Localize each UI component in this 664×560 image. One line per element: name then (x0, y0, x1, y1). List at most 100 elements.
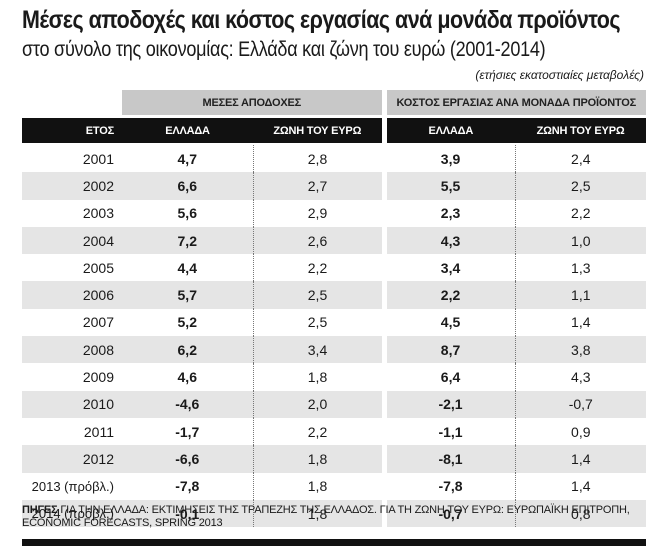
table-row: 2008 6,2 3,4 8,7 3,8 (22, 336, 647, 364)
year-cell: 2001 (22, 142, 122, 173)
wages-eurozone-cell: 1,8 (252, 499, 387, 528)
page-title: Μέσες αποδοχές και κόστος εργασίας ανά μ… (22, 6, 621, 34)
ulc-greece-cell: 8,7 (384, 336, 516, 364)
ulc-greece-cell: 2,2 (384, 281, 516, 309)
ulc-greece-cell: -8,1 (384, 445, 516, 473)
sources-text: ΓΙΑ ΤΗΝ ΕΛΛΑΔΑ: ΕΚΤΙΜΗΣΕΙΣ ΤΗΣ ΤΡΑΠΕΖΗΣ … (22, 504, 630, 529)
wages-greece-cell: -1,7 (175, 423, 200, 440)
ulc-greece-cell: -2,1 (384, 390, 516, 418)
table-row: 2004 7,2 2,6 4,3 1,0 (22, 226, 647, 255)
wages-eurozone-cell: 2,7 (252, 172, 387, 200)
column-header-wages-greece: ΕΛΛΑΔΑ (122, 115, 253, 144)
ulc-eurozone-cell: 4,3 (514, 363, 647, 391)
wages-eurozone-cell: 3,4 (252, 336, 387, 364)
ulc-greece-cell: 4,5 (440, 314, 461, 331)
year-cell: 2014 (πρόβλ.) (22, 499, 122, 528)
ulc-greece-cell: 3,4 (440, 259, 461, 276)
wages-eurozone-cell: 2,8 (252, 142, 387, 173)
ulc-greece-cell: 3,9 (384, 142, 516, 173)
ulc-eurozone-cell: 1,1 (514, 281, 647, 309)
sources-label: ΠΗΓΕΣ (22, 504, 58, 516)
ulc-greece-cell: 5,5 (384, 172, 516, 200)
wages-eurozone-cell: 2,6 (252, 226, 387, 255)
wages-eurozone-cell: 1,8 (252, 363, 387, 391)
table-row: 2002 6,6 2,7 5,5 2,5 (22, 172, 647, 200)
wages-eurozone-cell: 2,5 (252, 281, 387, 309)
table-body: 2001 4,7 2,8 3,9 2,4 2002 6,6 2,7 5,5 2,5 2003 5,… (22, 142, 647, 528)
wages-greece-cell: 7,2 (122, 226, 253, 255)
wages-greece-cell: 6,6 (122, 172, 253, 200)
year-cell: 2005 (82, 259, 114, 276)
wages-greece-cell: 4,7 (122, 142, 253, 173)
group-header-ulc: ΚΟΣΤΟΣ ΕΡΓΑΣΙΑΣ ΑΝΑ ΜΟΝΑΔΑ ΠΡΟΪΟΝΤΟΣ (384, 90, 647, 117)
table-row: 2007 5,2 2,5 4,5 1,4 (22, 308, 647, 337)
wages-eurozone-cell: 2,9 (252, 199, 387, 227)
ulc-eurozone-cell: 0,8 (514, 499, 647, 528)
units-note: (ετήσιες εκατοστιαίες μεταβολές) (475, 68, 644, 82)
wages-greece-cell: 5,7 (122, 281, 253, 309)
ulc-greece-cell: -1,1 (438, 423, 463, 440)
wages-greece-cell: 6,2 (122, 336, 253, 364)
table-row: 2011 -1,7 2,2 -1,1 0,9 (22, 417, 647, 446)
ulc-eurozone-cell: 1,4 (514, 308, 647, 337)
table-row: 2013 (πρόβλ.) -7,8 1,8 -7,8 1,4 (22, 472, 647, 500)
sources-note: ΠΗΓΕΣ ΓΙΑ ΤΗΝ ΕΛΛΑΔΑ: ΕΚΤΙΜΗΣΕΙΣ ΤΗΣ ΤΡΑ… (22, 504, 642, 530)
ulc-greece-cell: 4,3 (384, 226, 516, 255)
wages-eurozone-cell: 2,5 (252, 308, 387, 337)
table-row: 2006 5,7 2,5 2,2 1,1 (22, 281, 647, 309)
table-row: 2010 -4,6 2,0 -2,1 -0,7 (22, 390, 647, 418)
wages-eurozone-cell: 2,0 (252, 390, 387, 418)
year-cell: 2002 (22, 172, 122, 200)
column-header-wages-eurozone: ΖΩΝΗ ΤΟΥ ΕΥΡΩ (253, 115, 387, 144)
group-header-wages: ΜΕΣΕΣ ΑΠΟΔΟΧΕΣ (122, 90, 387, 117)
ulc-eurozone-cell: 2,4 (514, 142, 647, 173)
wages-greece-cell: 4,4 (177, 259, 197, 276)
table-row: 2003 5,6 2,9 2,3 2,2 (22, 199, 647, 227)
ulc-greece-cell: 2,3 (440, 205, 461, 222)
data-table: ΜΕΣΕΣ ΑΠΟΔΟΧΕΣ ΚΟΣΤΟΣ ΕΡΓΑΣΙΑΣ ΑΝΑ ΜΟΝΑΔ… (22, 90, 647, 528)
wages-eurozone-cell: 1,8 (252, 472, 387, 500)
ulc-eurozone-cell: 3,8 (514, 336, 647, 364)
table-row: 2012 -6,6 1,8 -8,1 1,4 (22, 445, 647, 473)
wages-greece-cell: -6,6 (122, 445, 253, 473)
year-cell: 2010 (22, 390, 122, 418)
wages-eurozone-cell: 1,8 (252, 445, 387, 473)
ulc-greece-cell: 6,4 (440, 369, 461, 386)
ulc-eurozone-cell: 1,0 (514, 226, 647, 255)
ulc-eurozone-cell: 1,4 (514, 472, 647, 500)
ulc-greece-cell: -0,7 (384, 499, 516, 528)
year-cell: 2007 (82, 314, 114, 331)
table-row: 2005 4,4 2,2 3,4 1,3 (22, 254, 647, 282)
column-header-ulc-eurozone: ΖΩΝΗ ΤΟΥ ΕΥΡΩ (515, 115, 647, 144)
table-row: 2014 (πρόβλ.) -0,1 1,8 -0,7 0,8 (22, 499, 647, 528)
ulc-eurozone-cell: -0,7 (514, 390, 647, 418)
table-row: 2001 4,7 2,8 3,9 2,4 (22, 142, 647, 173)
ulc-eurozone-cell: 0,9 (514, 417, 647, 446)
column-header-year: ΕΤΟΣ (22, 115, 122, 144)
wages-greece-cell: 4,6 (177, 369, 197, 386)
wages-greece-cell: -0,1 (122, 499, 253, 528)
ulc-eurozone-cell: 1,4 (514, 445, 647, 473)
year-cell: 2013 (πρόβλ.) (31, 478, 114, 494)
column-header-ulc-greece: ΕΛΛΑΔΑ (384, 115, 516, 144)
wages-greece-cell: -7,8 (175, 478, 200, 495)
wages-greece-cell: 5,6 (177, 205, 197, 222)
wages-greece-cell: 5,2 (177, 314, 197, 331)
page-subtitle: στο σύνολο της οικονομίας: Ελλάδα και ζώ… (22, 38, 546, 61)
group-header-blank (22, 90, 122, 117)
ulc-eurozone-cell: 1,3 (514, 254, 647, 282)
year-cell: 2003 (82, 205, 114, 222)
year-cell: 2004 (22, 226, 122, 255)
ulc-eurozone-cell: 2,2 (514, 199, 647, 227)
group-header-row: ΜΕΣΕΣ ΑΠΟΔΟΧΕΣ ΚΟΣΤΟΣ ΕΡΓΑΣΙΑΣ ΑΝΑ ΜΟΝΑΔ… (22, 90, 647, 117)
year-cell: 2011 (83, 423, 114, 440)
column-header-row: ΕΤΟΣ ΕΛΛΑΔΑ ΖΩΝΗ ΤΟΥ ΕΥΡΩ ΕΛΛΑΔΑ ΖΩΝΗ ΤΟ… (22, 115, 647, 144)
year-cell: 2008 (22, 336, 122, 364)
bottom-rule (22, 539, 646, 546)
wages-eurozone-cell: 2,2 (252, 417, 387, 446)
wages-greece-cell: -4,6 (122, 390, 253, 418)
wages-eurozone-cell: 2,2 (252, 254, 387, 282)
ulc-eurozone-cell: 2,5 (514, 172, 647, 200)
ulc-greece-cell: -7,8 (438, 478, 463, 495)
year-cell: 2012 (22, 445, 122, 473)
